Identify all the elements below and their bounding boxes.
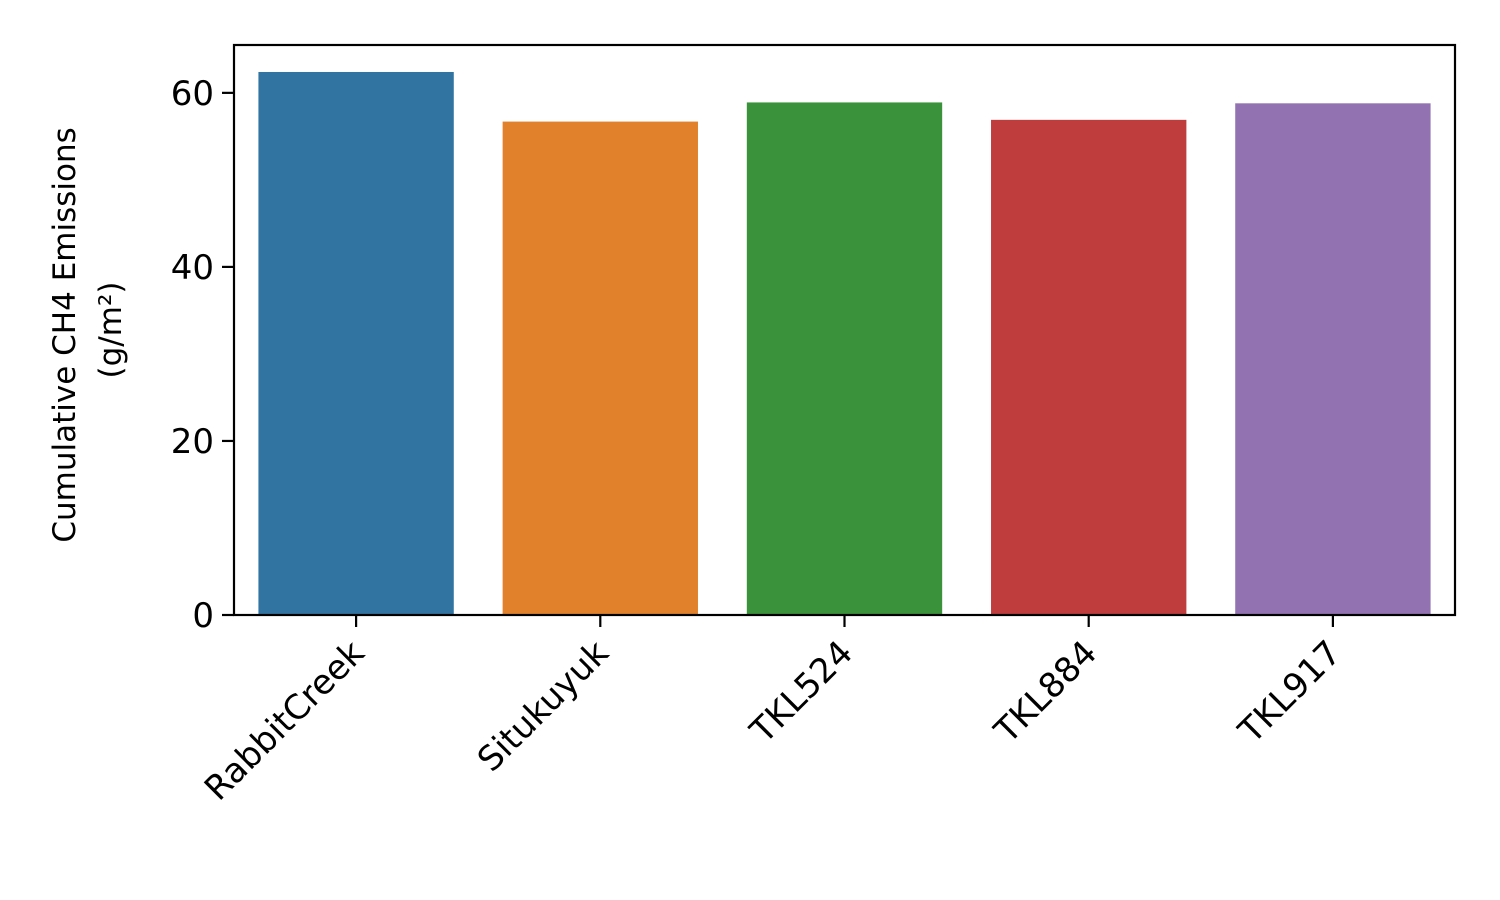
y-axis-label-line-2: (g/m²) <box>93 282 129 379</box>
bar-tkl917 <box>1235 103 1431 615</box>
y-tick-label: 40 <box>171 248 214 288</box>
bars-group <box>258 71 1431 616</box>
x-tick-label: TKL884 <box>986 633 1105 752</box>
bar-tkl524 <box>746 102 943 615</box>
bar-tkl884 <box>991 119 1187 615</box>
y-tick-label: 20 <box>171 422 214 462</box>
y-axis: 0 20 40 60 <box>171 74 234 636</box>
y-tick-label: 0 <box>192 596 214 636</box>
y-axis-label-line-1: Cumulative CH4 Emissions <box>47 127 83 542</box>
y-axis-label: Cumulative CH4 Emissions (g/m²) <box>47 117 129 542</box>
x-tick-label: TKL917 <box>1231 633 1350 752</box>
x-axis: RabbitCreek Situkuyuk TKL524 TKL884 TKL917 <box>197 615 1349 809</box>
y-tick-label: 60 <box>171 74 214 114</box>
bar-situkuyuk <box>502 121 698 615</box>
x-tick-label: Situkuyuk <box>470 633 617 780</box>
x-tick-label: RabbitCreek <box>197 633 373 809</box>
bar-rabbitcreek <box>258 71 454 616</box>
x-tick-label: TKL524 <box>742 633 861 752</box>
